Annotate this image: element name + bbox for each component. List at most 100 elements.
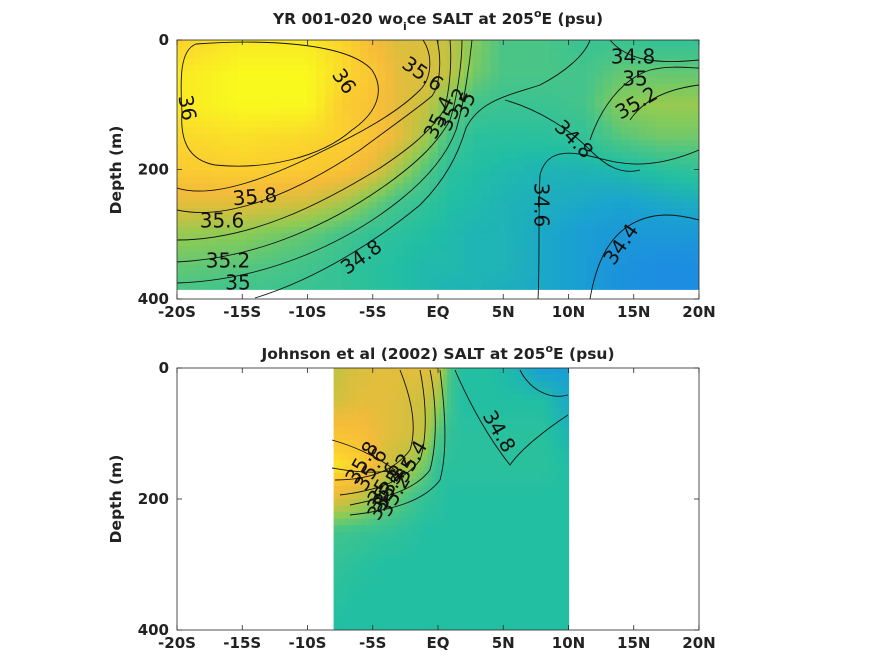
heat-cell [351,239,361,247]
contour-35.6 [177,40,441,213]
heat-cell [388,577,393,585]
heat-cell [542,71,552,78]
heat-cell [290,58,300,66]
heat-cell [474,426,480,435]
heat-cell [533,544,538,552]
heat-cell [472,177,483,184]
heat-cell [521,407,527,415]
heat-cell [384,381,390,389]
heat-cell [376,564,382,572]
heat-cell [446,245,456,253]
heat-cell [438,133,448,141]
heat-cell [552,381,558,389]
heat-cell [464,220,474,228]
heat-cell [400,551,405,559]
heat-cell [537,413,542,421]
heat-cell [455,71,465,78]
heat-cell [525,603,530,611]
heat-cell [603,233,613,241]
heat-cell [451,472,456,480]
heat-cell [486,492,491,500]
heat-cell [435,466,440,474]
heat-cell [333,499,339,507]
heat-cell [404,531,409,539]
heat-cell [505,571,511,579]
heat-cell [435,499,440,507]
heat-cell [542,245,552,253]
heat-cell [246,52,256,60]
heat-cell [466,525,472,533]
heat-cell [400,485,405,494]
heat-cell [513,407,519,415]
heat-cell [451,603,456,611]
heat-cell [342,245,352,253]
heat-cell [411,270,422,278]
heat-cell [490,623,495,630]
panel-observed: Johnson et al (2002) SALT at 205oE (psu)… [107,342,716,652]
heat-cell [564,485,570,494]
heat-cell [629,276,639,284]
heat-cell [458,551,464,559]
heat-cell [372,381,378,389]
heat-cell [351,139,361,147]
heat-cell [551,214,561,222]
heat-cell [307,158,317,166]
heat-cell [646,64,657,72]
heat-cell [411,251,422,259]
heat-cell [507,245,517,253]
heat-cell [324,64,335,72]
heat-cell [419,407,425,415]
heat-cell [351,96,361,103]
heat-cell [548,499,554,507]
heat-cell [681,264,691,272]
heat-cell [246,96,256,103]
heat-cell [368,433,374,441]
heat-cell [552,623,558,630]
heat-cell [478,394,483,402]
heat-cell [516,83,526,91]
heat-cell [505,472,511,480]
heat-cell [435,426,440,435]
heat-cell [337,531,343,539]
heat-cell [564,440,570,448]
heat-cell [458,459,464,467]
heat-cell [458,420,464,428]
heat-cell [443,492,448,500]
heat-cell [361,426,366,435]
contour-label: 35.6 [200,209,245,233]
heat-cell [464,77,474,85]
heat-cell [464,58,474,66]
heat-cell [603,152,613,160]
heat-cell [541,407,546,415]
heat-cell [345,538,350,546]
heat-cell [419,433,425,441]
heat-cell [498,251,509,259]
heat-cell [478,505,483,513]
heat-cell [357,394,362,402]
heat-cell [594,158,604,166]
heat-cell [185,152,195,160]
heat-cell [403,127,413,135]
heat-cell [429,177,439,184]
heat-cell [494,485,499,494]
heat-cell [429,214,439,222]
heat-cell [357,446,362,454]
heat-cell [494,571,499,579]
heat-cell [525,183,535,191]
heat-cell [361,531,366,539]
heat-cell [342,195,352,203]
heat-cell [337,394,343,402]
heat-cell [458,571,464,579]
heat-cell [516,108,526,116]
heat-cell [407,420,413,428]
heat-cell [541,538,546,546]
heat-cell [462,492,468,500]
heat-cell [298,264,309,272]
heat-cell [415,590,421,598]
heat-cell [377,158,387,166]
heat-cell [560,485,566,494]
heat-cell [324,245,335,253]
heat-cell [380,571,386,579]
heat-cell [392,485,397,494]
heat-cell [384,426,390,435]
